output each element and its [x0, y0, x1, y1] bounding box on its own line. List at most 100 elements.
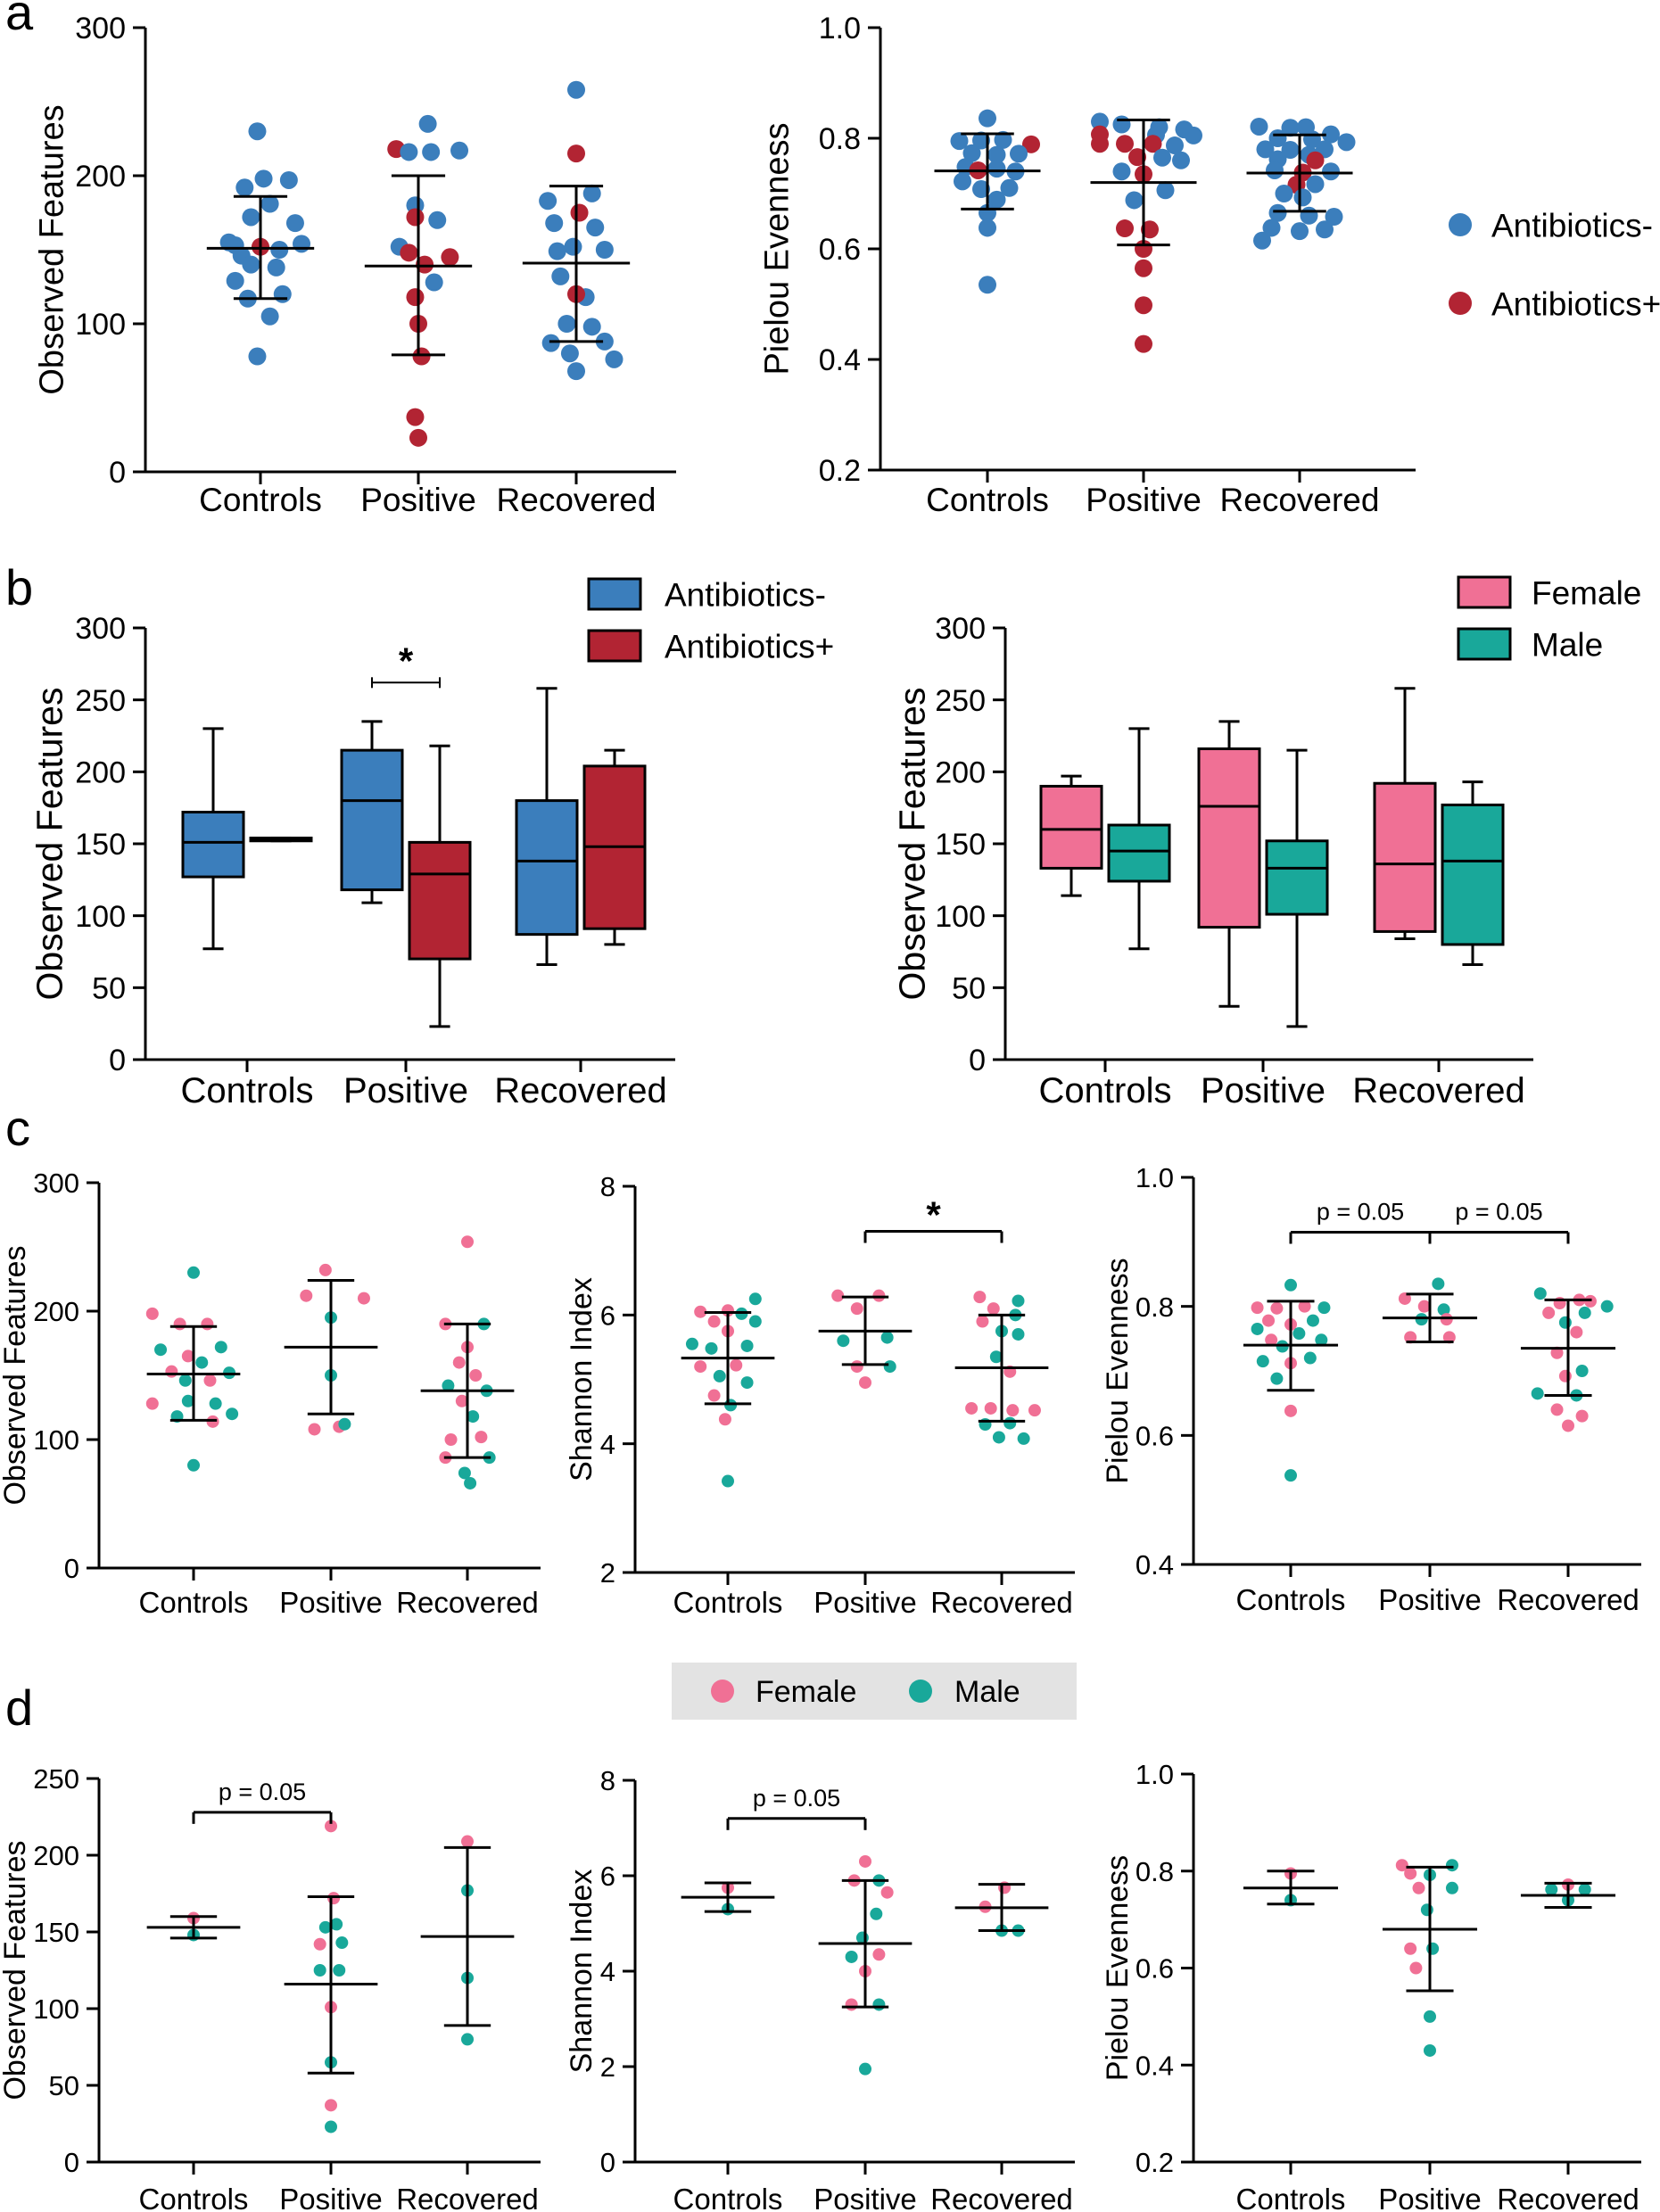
data-point — [242, 255, 260, 274]
data-point — [357, 1292, 370, 1305]
data-point — [872, 1948, 886, 1961]
data-point — [989, 1350, 1003, 1364]
data-point — [567, 144, 585, 163]
y-tick-label: 0.4 — [819, 343, 861, 377]
y-tick-label: 0.6 — [1136, 1953, 1174, 1985]
chart-d1: d 0 50 100 150 200 250 Controls Positive Recovere… — [0, 1680, 541, 2212]
y-tick-label: 100 — [935, 900, 986, 934]
y-tick-label: 200 — [935, 756, 986, 790]
data-point — [1322, 162, 1340, 181]
data-point — [325, 2120, 337, 2134]
data-point — [325, 1820, 337, 1833]
y-tick-label: 6 — [600, 1861, 615, 1892]
data-point — [845, 1998, 858, 2011]
data-point — [214, 1341, 227, 1354]
x-tick-label: Recovered — [396, 1586, 539, 1619]
data-point — [308, 1423, 321, 1436]
chart-c3: 0.4 0.6 0.8 1.0 Controls Positive Recovered Pie… — [1101, 1162, 1641, 1616]
data-point — [705, 1341, 718, 1355]
data-point — [1251, 1322, 1264, 1335]
y-axis-label: Shannon Index — [565, 1277, 599, 1482]
bracket-label: p = 0.05 — [219, 1779, 306, 1805]
data-point — [412, 347, 431, 366]
data-point — [300, 1289, 313, 1302]
y-tick-label: 200 — [33, 1296, 79, 1327]
data-point — [400, 143, 418, 161]
data-point — [1253, 231, 1271, 250]
data-point — [1022, 135, 1040, 153]
data-point — [987, 145, 1006, 164]
box — [1441, 803, 1505, 946]
data-point — [1404, 1942, 1417, 1955]
data-point — [1322, 125, 1340, 144]
data-point — [1570, 1325, 1583, 1339]
data-point — [972, 131, 990, 150]
data-point — [859, 1376, 871, 1390]
data-point — [605, 350, 624, 368]
data-point — [1268, 203, 1287, 222]
data-point — [248, 122, 267, 141]
y-tick-label: 250 — [935, 684, 986, 718]
y-tick-label: 0.2 — [819, 454, 861, 488]
data-point — [325, 2099, 337, 2112]
data-point — [740, 1339, 754, 1352]
data-point — [1006, 1404, 1020, 1417]
chart-d3: 0.2 0.4 0.6 0.8 1.0 Controls Positive Recovered… — [1101, 1759, 1641, 2212]
data-point — [1325, 208, 1343, 227]
box — [340, 748, 404, 892]
legend-swatch — [1457, 575, 1512, 609]
data-point — [154, 1343, 168, 1357]
data-point — [338, 1417, 351, 1431]
legend-label: Antibiotics- — [1491, 207, 1653, 243]
data-point — [1575, 1365, 1589, 1377]
data-point — [418, 114, 437, 133]
bracket-label: p = 0.05 — [1317, 1198, 1404, 1225]
y-tick-label: 0 — [109, 1044, 126, 1077]
y-tick-label: 50 — [49, 2070, 79, 2101]
data-point — [694, 1305, 707, 1318]
y-tick-label: 1.0 — [819, 12, 861, 45]
data-point — [582, 318, 601, 336]
box — [1373, 781, 1437, 933]
data-point — [165, 1365, 178, 1378]
data-point — [145, 1307, 159, 1320]
data-point — [1420, 1903, 1433, 1917]
y-tick-label: 0 — [64, 1553, 79, 1584]
data-point — [1578, 1306, 1591, 1319]
data-point — [855, 1931, 869, 1944]
data-point — [1166, 136, 1184, 155]
data-point — [748, 1292, 762, 1306]
data-point — [950, 132, 969, 151]
y-tick-label: 2 — [600, 2051, 615, 2083]
legend-swatch — [909, 1680, 932, 1703]
data-point — [469, 1369, 483, 1382]
data-point — [1442, 1331, 1456, 1344]
data-point — [181, 1349, 194, 1363]
data-point — [181, 1394, 194, 1407]
data-point — [567, 362, 585, 381]
data-point — [461, 1835, 474, 1848]
x-tick-label: Positive — [1201, 1071, 1326, 1110]
x-tick-label: Positive — [1086, 482, 1202, 518]
data-point — [313, 1964, 326, 1977]
y-tick-label: 50 — [952, 972, 986, 1006]
y-tick-label: 0.2 — [1136, 2147, 1174, 2178]
data-point — [428, 210, 447, 229]
data-point — [965, 1401, 979, 1415]
data-point — [330, 1918, 343, 1931]
chart-a2: 0.2 0.4 0.6 0.8 1.0 Controls Positive Recovered… — [758, 12, 1416, 518]
data-point — [318, 1920, 332, 1934]
data-point — [1266, 161, 1284, 179]
data-point — [1128, 148, 1146, 167]
data-point — [586, 219, 605, 237]
data-point — [972, 180, 990, 199]
data-point — [564, 237, 582, 256]
data-point — [406, 208, 425, 227]
data-point — [1185, 126, 1202, 144]
x-tick-label: Positive — [360, 482, 476, 518]
data-point — [1417, 1300, 1431, 1313]
data-point — [872, 1998, 886, 2011]
data-point — [1398, 1292, 1411, 1305]
chart-c2: 2 4 6 8 Controls Positive Recovered Shannon Ind… — [565, 1171, 1075, 1619]
y-tick-label: 200 — [75, 756, 126, 790]
